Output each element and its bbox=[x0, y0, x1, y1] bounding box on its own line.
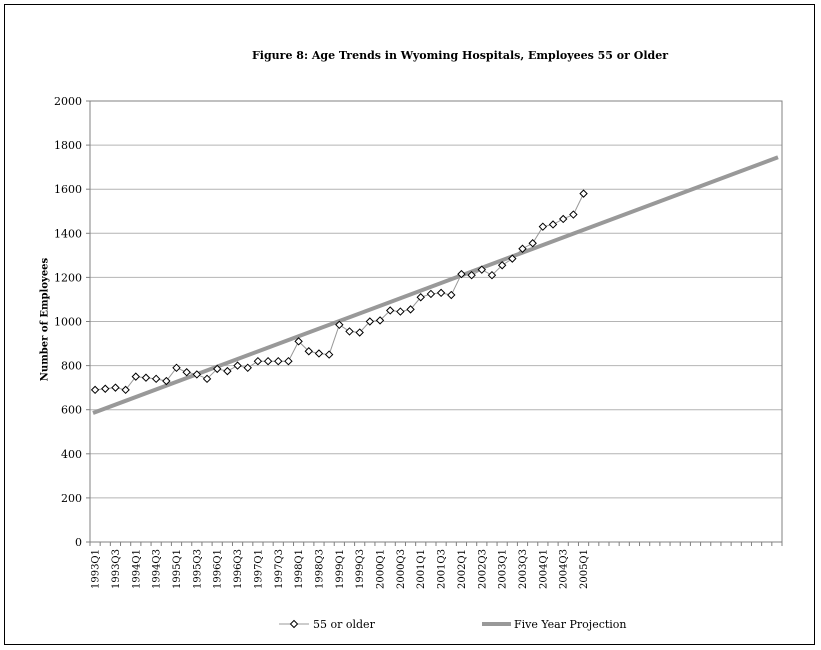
data-point-2002Q1 bbox=[457, 269, 466, 279]
gridlines bbox=[90, 100, 782, 499]
x-tick-label: 1998Q1 bbox=[294, 549, 305, 589]
data-point-1993Q1 bbox=[90, 385, 100, 395]
data-point-2000Q3 bbox=[396, 307, 405, 316]
y-tick-label: 1000 bbox=[54, 316, 82, 329]
legend-label-five-year-projection: Five Year Projection bbox=[514, 618, 627, 631]
x-tick-label: 2001Q3 bbox=[437, 549, 448, 589]
x-tick-label: 1994Q1 bbox=[131, 549, 142, 589]
x-tick-label: 1995Q3 bbox=[192, 549, 203, 589]
data-point-2003Q2 bbox=[508, 254, 517, 263]
data-point-1993Q3 bbox=[111, 383, 120, 392]
x-tick-label: 1997Q3 bbox=[274, 549, 285, 589]
data-point-1999Q1 bbox=[335, 320, 344, 330]
x-tick-label: 1993Q3 bbox=[111, 549, 122, 589]
x-tick-label: 2003Q1 bbox=[498, 549, 509, 589]
y-tick-label: 800 bbox=[61, 360, 82, 373]
x-tick-label: 2002Q3 bbox=[477, 549, 488, 589]
x-tick-label: 2004Q1 bbox=[538, 549, 549, 589]
data-point-1996Q4 bbox=[243, 363, 252, 373]
x-tick-label: 2000Q3 bbox=[396, 549, 407, 589]
data-point-1995Q3 bbox=[192, 370, 202, 379]
data-point-2000Q1 bbox=[375, 316, 385, 325]
data-point-1997Q1 bbox=[253, 356, 263, 366]
x-tick-label: 1996Q1 bbox=[213, 549, 224, 589]
data-point-2000Q2 bbox=[385, 306, 395, 315]
x-tick-label: 2003Q3 bbox=[518, 549, 529, 589]
x-tick-label: 1999Q1 bbox=[335, 549, 346, 589]
y-tick-label: 200 bbox=[61, 492, 82, 505]
data-point-1999Q4 bbox=[365, 317, 375, 326]
legend-label-55-or-older: 55 or older bbox=[313, 618, 376, 631]
data-point-1993Q2 bbox=[101, 384, 110, 393]
data-point-2001Q2 bbox=[426, 289, 436, 299]
y-axis-ticks: 0 200 400 600 800 1000 1200 1400 1600 1800 2000 bbox=[54, 95, 90, 549]
series-group bbox=[90, 155, 779, 415]
data-point-1993Q4 bbox=[121, 385, 130, 395]
data-point-2004Q3 bbox=[558, 214, 568, 224]
data-point-2002Q3 bbox=[477, 265, 487, 274]
legend-diamond-marker bbox=[289, 619, 299, 629]
y-tick-label: 400 bbox=[61, 448, 82, 461]
data-point-2001Q3 bbox=[436, 288, 446, 298]
data-point-1999Q2 bbox=[345, 327, 354, 336]
data-point-2002Q2 bbox=[467, 270, 476, 280]
x-tick-label: 2001Q1 bbox=[416, 549, 427, 589]
x-tick-label: 2002Q1 bbox=[457, 549, 468, 589]
data-point-1995Q1 bbox=[172, 363, 181, 373]
y-tick-label: 2000 bbox=[54, 95, 82, 108]
x-tick-label: 1998Q3 bbox=[314, 549, 325, 589]
data-point-2004Q1 bbox=[538, 222, 548, 231]
data-point-2001Q1 bbox=[416, 293, 425, 302]
x-tick-label: 1999Q3 bbox=[355, 549, 366, 589]
legend: 55 or older Five Year Projection bbox=[279, 618, 627, 631]
data-point-1994Q1 bbox=[131, 372, 141, 381]
x-tick-label: 1994Q3 bbox=[152, 549, 163, 589]
x-tick-label: 1995Q1 bbox=[172, 549, 183, 589]
data-point-1995Q4 bbox=[202, 374, 212, 384]
data-point-1997Q2 bbox=[263, 356, 273, 366]
data-point-2004Q4 bbox=[569, 210, 578, 219]
y-tick-label: 1800 bbox=[54, 139, 82, 152]
data-point-2004Q2 bbox=[548, 220, 558, 229]
x-tick-label: 1996Q3 bbox=[233, 549, 244, 589]
data-point-1996Q1 bbox=[212, 364, 222, 374]
y-tick-label: 1400 bbox=[54, 227, 82, 240]
data-point-1995Q2 bbox=[182, 368, 191, 377]
series-line-five-year-projection bbox=[92, 155, 779, 415]
chart-frame bbox=[4, 4, 815, 645]
data-point-2005Q1 bbox=[579, 189, 588, 198]
x-tick-label: 2004Q3 bbox=[559, 549, 570, 589]
series-line-55-or-older bbox=[95, 193, 585, 391]
data-point-2001Q4 bbox=[447, 290, 456, 300]
data-point-1999Q3 bbox=[355, 328, 364, 337]
x-tick-label: 2000Q1 bbox=[376, 549, 387, 589]
y-tick-label: 1200 bbox=[54, 271, 82, 284]
x-tick-label: 1993Q1 bbox=[91, 549, 102, 589]
data-point-1997Q3 bbox=[274, 356, 283, 366]
data-point-2003Q1 bbox=[497, 261, 507, 270]
x-axis-ticks: 1993Q1 1993Q3 1994Q1 1994Q3 1995Q1 1995Q3 1996… bbox=[89, 542, 783, 589]
y-tick-label: 0 bbox=[75, 536, 82, 549]
data-point-2003Q3 bbox=[518, 244, 527, 253]
chart-title: Figure 8: Age Trends in Wyoming Hospital… bbox=[252, 49, 668, 62]
data-point-1998Q1 bbox=[294, 337, 303, 346]
y-tick-label: 600 bbox=[61, 404, 82, 417]
data-point-1997Q4 bbox=[284, 356, 293, 366]
data-point-1998Q4 bbox=[324, 350, 334, 359]
data-point-1994Q3 bbox=[151, 374, 161, 384]
data-point-1996Q2 bbox=[223, 366, 232, 376]
x-tick-label: 1997Q1 bbox=[253, 549, 264, 589]
data-point-2002Q4 bbox=[487, 270, 497, 280]
data-point-1998Q3 bbox=[314, 349, 324, 358]
x-tick-label: 2005Q1 bbox=[579, 549, 590, 589]
data-point-2003Q4 bbox=[528, 239, 537, 248]
data-point-1994Q2 bbox=[141, 373, 151, 382]
data-point-1998Q2 bbox=[304, 347, 314, 356]
data-point-1994Q4 bbox=[162, 376, 171, 386]
data-point-2000Q4 bbox=[406, 305, 415, 314]
y-tick-label: 1600 bbox=[54, 183, 82, 196]
data-point-1996Q3 bbox=[233, 361, 242, 370]
